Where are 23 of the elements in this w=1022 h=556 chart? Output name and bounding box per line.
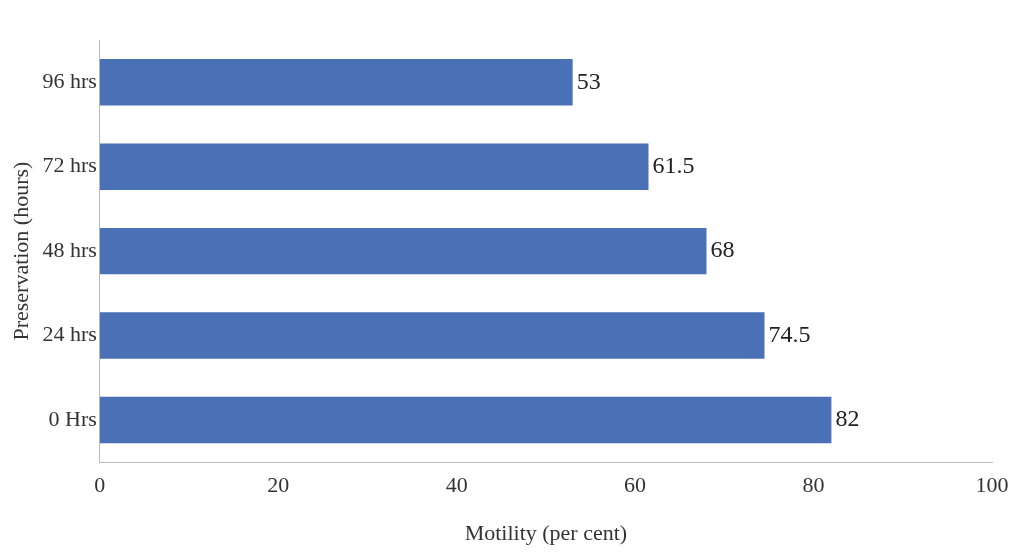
x-tick-label: 80 [802,472,825,498]
data-label: 82 [835,405,860,432]
data-label: 53 [576,67,601,94]
y-tick-label: 96 hrs [42,68,97,93]
bar [99,59,573,106]
bar [99,143,649,190]
y-axis-title: Preservation (hours) [7,161,33,341]
bar [99,227,707,275]
bar [99,312,765,359]
y-tick-label: 24 hrs [42,321,97,347]
data-label: 68 [710,236,735,263]
x-tick-label: 20 [267,472,290,498]
x-tick-label: 60 [624,472,647,498]
x-tick-label: 100 [975,472,1009,498]
data-label: 74.5 [768,320,811,347]
bar [99,396,832,444]
y-tick-label: 0 Hrs [48,405,97,431]
y-tick-label: 48 hrs [42,236,97,262]
x-tick-label: 40 [445,472,468,498]
x-axis-title: Motility (per cent) [464,519,628,545]
x-tick-label: 0 [94,472,106,498]
data-label: 61.5 [652,151,695,178]
y-tick-label: 72 hrs [42,152,97,178]
